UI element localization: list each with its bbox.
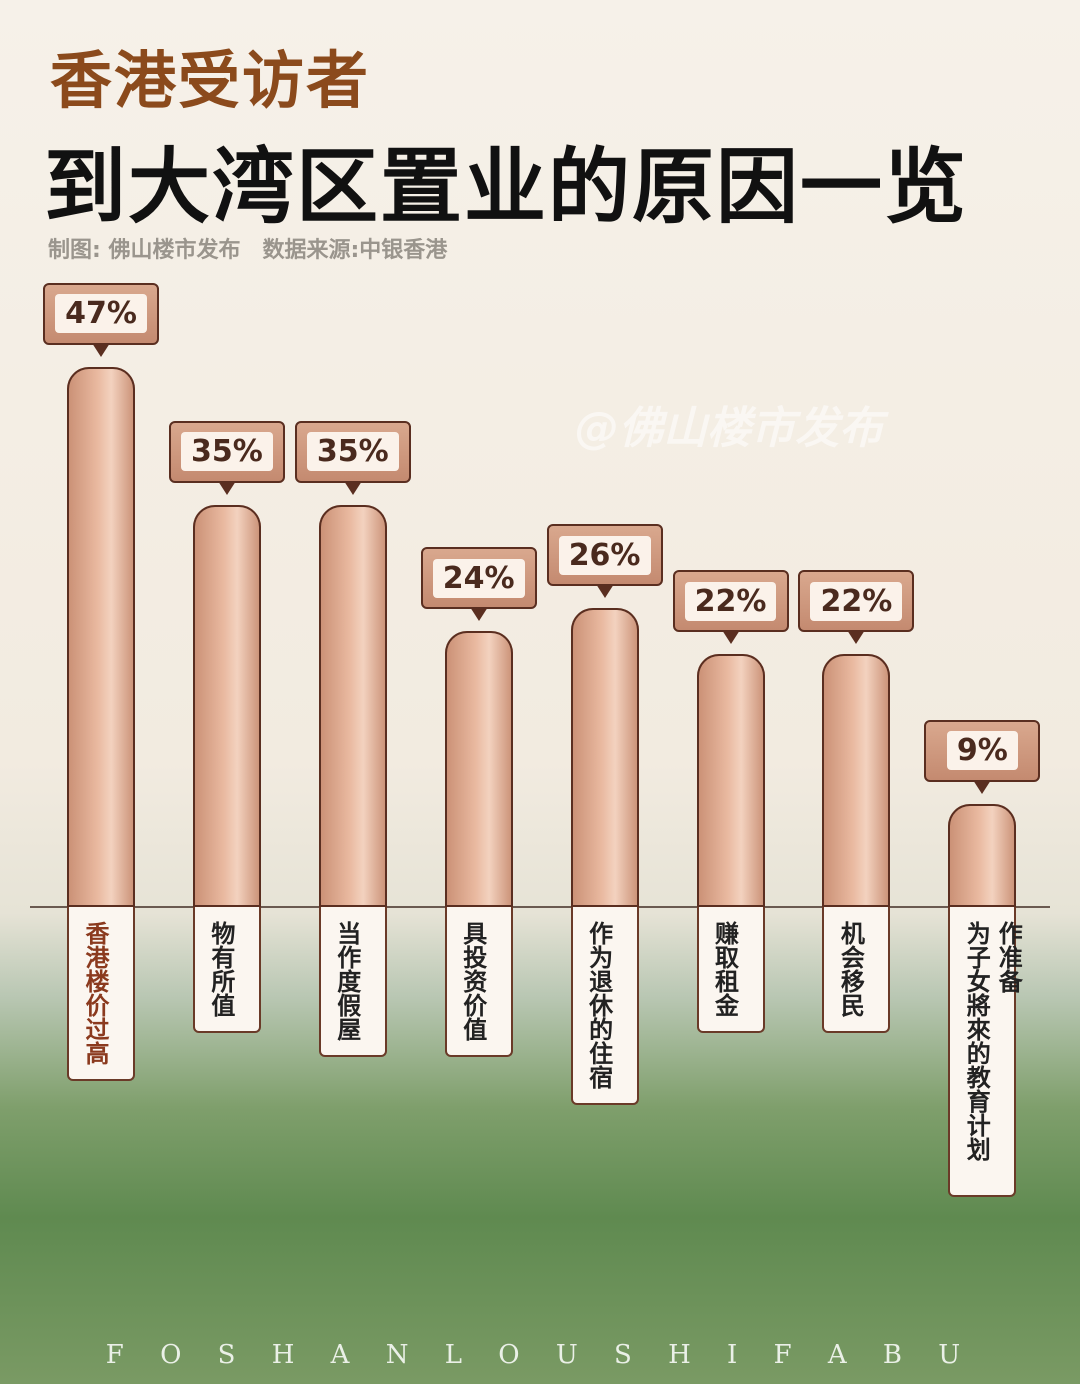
value-callout: 26% (546, 524, 663, 586)
value-callout: 22% (672, 570, 789, 632)
source: 制图: 佛山楼市发布 数据来源:中银香港 (48, 238, 448, 263)
footer: F O S H A N L O U S H I F A B U (105, 1340, 975, 1370)
bar (570, 608, 639, 907)
value-callout: 24% (420, 547, 537, 609)
value-pointer (92, 342, 110, 357)
value-pointer (217, 480, 236, 495)
value-pointer (721, 630, 740, 644)
category-label: 为子女將來的教育计划作准备 (948, 907, 1022, 1197)
value-pointer (847, 630, 866, 644)
value-pointer (595, 584, 614, 598)
title: 香港受访者 (50, 44, 371, 117)
value-callout: 35% (168, 420, 285, 483)
bar (318, 504, 387, 907)
subtitle: 到大湾区置业的原因一览 (44, 140, 969, 235)
value-pointer (343, 480, 362, 495)
bar (192, 504, 261, 907)
baseline (30, 906, 1050, 908)
bar (444, 631, 513, 907)
value-label: 26% (558, 535, 651, 575)
value-label: 22% (684, 581, 777, 621)
value-pointer (973, 779, 992, 794)
category-label: 物有所值 (192, 907, 261, 1033)
value-callout: 9% (924, 719, 1041, 782)
category-label: 作为退休的住宿 (570, 907, 639, 1105)
value-label: 47% (55, 294, 147, 333)
category-label: 当作度假屋 (318, 907, 387, 1057)
value-callout: 47% (43, 282, 159, 345)
watermark: @佛山楼市发布 (575, 403, 883, 454)
category-label: 机会移民 (822, 907, 891, 1033)
category-label: 具投资价值 (444, 907, 513, 1057)
bar (696, 654, 765, 907)
bar (822, 654, 891, 907)
category-label: 香港楼价过高 (67, 907, 135, 1081)
value-label: 35% (306, 432, 399, 471)
bar (948, 803, 1017, 907)
value-callout: 22% (798, 570, 915, 632)
value-label: 9% (946, 731, 1018, 770)
value-pointer (469, 607, 488, 621)
category-label: 赚取租金 (696, 907, 765, 1033)
value-callout: 35% (294, 420, 411, 483)
value-label: 22% (810, 581, 903, 621)
bar (67, 366, 135, 907)
value-label: 35% (180, 432, 273, 471)
value-label: 24% (432, 558, 525, 598)
